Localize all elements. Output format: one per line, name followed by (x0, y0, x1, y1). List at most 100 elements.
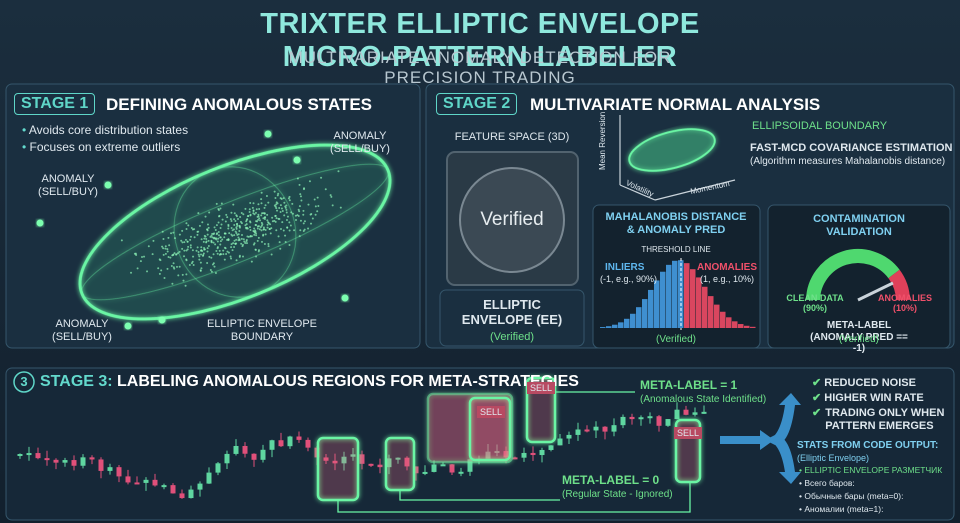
dot (226, 238, 229, 241)
candle (125, 476, 131, 483)
dot (314, 205, 317, 208)
candle (521, 452, 527, 458)
dot (274, 215, 277, 218)
dot (267, 201, 270, 204)
dot (164, 247, 167, 250)
gauge-needle (857, 281, 894, 302)
dot (286, 215, 289, 218)
candle (557, 438, 563, 446)
hist-bar (606, 326, 612, 328)
dot (314, 213, 317, 216)
hist-bar (732, 321, 738, 328)
dot (233, 239, 236, 242)
candle (206, 472, 212, 484)
dot (198, 255, 201, 258)
candle (233, 445, 239, 454)
hist-bar (726, 317, 732, 328)
dot (183, 255, 186, 258)
dot (279, 247, 282, 250)
dot (215, 233, 218, 236)
dot (286, 226, 289, 229)
dot (237, 217, 240, 220)
dot (278, 206, 281, 209)
plot-axes (619, 115, 736, 201)
dot (236, 224, 239, 227)
dot (245, 242, 248, 245)
candle (647, 416, 653, 419)
hist-bar (660, 271, 666, 328)
dot (299, 195, 302, 198)
dot (235, 227, 238, 230)
dot (213, 236, 216, 239)
anomalies-note: (1, e.g., 10%) (700, 274, 755, 284)
dot (234, 242, 237, 245)
dot (255, 208, 258, 211)
candle (683, 409, 689, 415)
dot (232, 242, 235, 245)
dot (199, 261, 202, 264)
dot (264, 204, 267, 207)
dot (178, 233, 181, 236)
candle (602, 426, 608, 432)
dot (298, 183, 301, 186)
dot (254, 248, 257, 251)
dot (241, 243, 244, 246)
benefit: ✔ REDUCED NOISE (812, 377, 916, 389)
candle (26, 453, 32, 456)
candle (278, 440, 284, 447)
anomaly-label: ANOMALY (SELL/BUY) (52, 318, 112, 343)
dot (215, 237, 218, 240)
dot (197, 212, 200, 215)
dot (308, 180, 311, 183)
dot (210, 234, 213, 237)
meta0: META-LABEL = 0 (562, 473, 660, 487)
candle (539, 449, 545, 456)
dot (260, 224, 263, 227)
candle (548, 445, 554, 450)
dot (187, 224, 190, 227)
candle (584, 429, 590, 432)
dot (339, 206, 342, 209)
threshold-label: THRESHOLD LINE (641, 245, 711, 254)
flow-arrows (720, 393, 801, 484)
dot (268, 228, 271, 231)
dot (228, 232, 231, 235)
dot (267, 242, 270, 245)
dot (191, 228, 194, 231)
dot (223, 246, 226, 249)
dot (241, 233, 244, 236)
dot (170, 232, 173, 235)
dot (189, 244, 192, 247)
candle (287, 436, 293, 447)
hist-bar (714, 304, 720, 328)
dot (167, 236, 170, 239)
dot (139, 260, 142, 263)
dot (203, 237, 206, 240)
candle (53, 459, 59, 463)
dot (120, 239, 123, 242)
candle (188, 489, 194, 499)
method-note: (Algorithm measures Mahalanobis distance… (750, 156, 946, 167)
dot (230, 219, 233, 222)
candle (197, 483, 203, 490)
dot (214, 228, 217, 231)
dot (303, 187, 306, 190)
anomaly-label: ANOMALY (SELL/BUY) (38, 173, 98, 198)
dot (151, 253, 154, 256)
dot (178, 265, 181, 268)
dot (185, 259, 188, 262)
dot (248, 208, 251, 211)
dot (223, 232, 226, 235)
dot (201, 250, 204, 253)
outlier (293, 156, 301, 164)
dot (231, 249, 234, 252)
stage1-badge: STAGE 1 (14, 93, 96, 116)
dot (260, 240, 263, 243)
candle (629, 416, 635, 420)
dot (275, 203, 278, 206)
dot (191, 249, 194, 252)
dot (141, 256, 144, 259)
dot (250, 260, 253, 263)
dot (175, 253, 178, 256)
dot (215, 202, 218, 205)
